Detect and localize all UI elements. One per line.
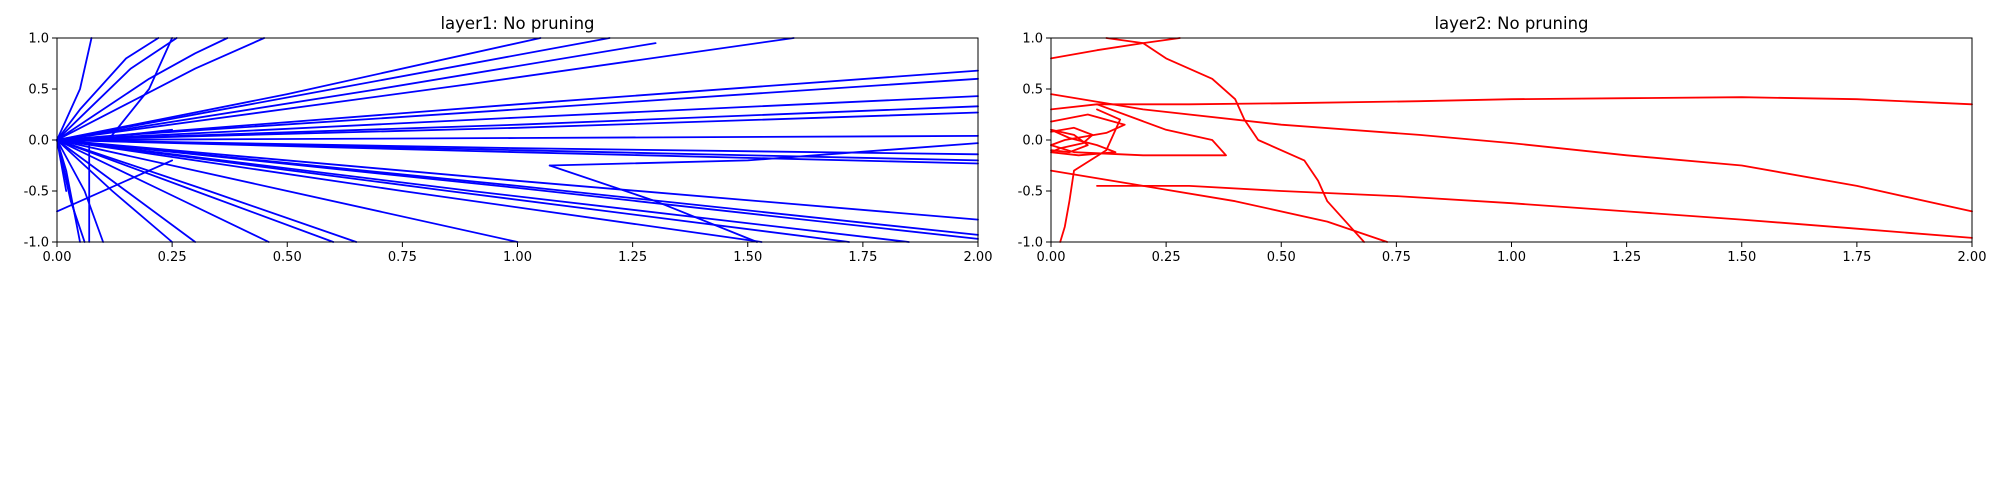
series-line xyxy=(56,139,979,221)
series-line xyxy=(56,69,979,141)
series-line xyxy=(102,128,174,141)
series-line xyxy=(1059,108,1121,243)
series-line xyxy=(1050,103,1227,157)
x-tick-label: 0.25 xyxy=(158,250,187,265)
x-tick-label: 1.25 xyxy=(1612,250,1641,265)
x-tick-label: 1.25 xyxy=(618,250,647,265)
series-line xyxy=(56,159,174,213)
x-tick-label: 2.00 xyxy=(964,250,993,265)
series-line xyxy=(1050,126,1117,157)
chart-title: layer2: No pruning xyxy=(1434,14,1588,33)
series-line xyxy=(56,95,979,141)
y-tick-label: -0.5 xyxy=(1018,185,1043,200)
series-line xyxy=(56,37,160,141)
x-tick-label: 0.25 xyxy=(1152,250,1181,265)
series-line xyxy=(125,77,979,136)
series-line xyxy=(56,139,197,243)
ticks-group: 0.00 0.25 0.50 0.75 1.00 1.25 1.50 1.75 2.00 -1.0… xyxy=(1018,32,1987,266)
series-line xyxy=(56,139,979,240)
y-tick-label: -0.5 xyxy=(24,185,49,200)
subplot-layer1: layer1: No pruning 0.00 0.25 0.50 0.75 1.00 1… xyxy=(24,14,993,265)
series-line xyxy=(548,164,758,243)
series-line xyxy=(56,139,763,243)
series-line xyxy=(56,37,266,141)
y-tick-label: 1.0 xyxy=(1022,32,1043,47)
series-line xyxy=(1096,184,1973,239)
y-tick-label: -1.0 xyxy=(1018,236,1043,251)
series-group xyxy=(56,37,979,243)
series-line xyxy=(56,42,657,141)
y-tick-label: 0.0 xyxy=(1022,134,1043,149)
series-line xyxy=(56,37,542,141)
series-line xyxy=(56,139,335,243)
chart-title: layer1: No pruning xyxy=(440,14,594,33)
series-line xyxy=(56,37,795,141)
x-tick-label: 1.00 xyxy=(1497,250,1526,265)
series-line xyxy=(1096,96,1973,106)
y-tick-label: 0.5 xyxy=(28,83,49,98)
y-tick-label: 1.0 xyxy=(28,32,49,47)
series-line xyxy=(111,37,174,136)
series-line xyxy=(1050,169,1389,243)
series-line xyxy=(56,139,270,243)
series-line xyxy=(56,139,979,165)
series-line xyxy=(56,37,93,141)
series-line xyxy=(56,37,178,141)
series-line xyxy=(56,37,229,141)
series-group xyxy=(1050,37,1973,243)
series-line xyxy=(56,105,979,141)
ticks-group: 0.00 0.25 0.50 0.75 1.00 1.25 1.50 1.75 2.00 -1.0… xyxy=(24,32,993,266)
series-line xyxy=(56,111,979,141)
x-tick-label: 0.50 xyxy=(1267,250,1296,265)
series-line xyxy=(56,139,174,243)
series-line xyxy=(56,139,358,243)
x-tick-label: 0.00 xyxy=(43,250,72,265)
x-tick-label: 1.75 xyxy=(1842,250,1871,265)
subplot-layer2: layer2: No pruning 0.00 0.25 0.50 0.75 1.00 1… xyxy=(1018,14,1987,265)
y-tick-label: 0.0 xyxy=(28,134,49,149)
x-tick-label: 1.75 xyxy=(848,250,877,265)
axes-frame xyxy=(1050,37,1973,243)
x-tick-label: 1.50 xyxy=(1727,250,1756,265)
x-tick-label: 0.75 xyxy=(1382,250,1411,265)
series-line xyxy=(56,139,104,243)
series-line xyxy=(56,139,910,243)
x-tick-label: 2.00 xyxy=(1958,250,1987,265)
series-line xyxy=(1050,93,1973,213)
y-tick-label: 0.5 xyxy=(1022,83,1043,98)
series-line xyxy=(1105,37,1365,243)
series-line xyxy=(56,139,519,243)
x-tick-label: 0.75 xyxy=(388,250,417,265)
series-line xyxy=(56,37,611,141)
x-tick-label: 0.00 xyxy=(1037,250,1066,265)
x-tick-label: 1.00 xyxy=(503,250,532,265)
series-line xyxy=(1050,37,1181,60)
series-line xyxy=(56,134,979,141)
series-line xyxy=(548,142,979,167)
x-tick-label: 1.50 xyxy=(733,250,762,265)
axes-frame xyxy=(56,37,979,243)
series-line xyxy=(1050,113,1126,147)
x-tick-label: 0.50 xyxy=(273,250,302,265)
y-tick-label: -1.0 xyxy=(24,236,49,251)
